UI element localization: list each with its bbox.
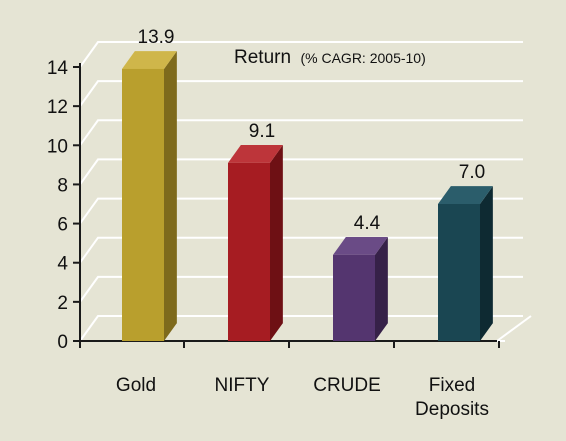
bar-top-face xyxy=(122,51,177,69)
y-tick-label: 8 xyxy=(57,175,68,196)
x-tick-label: Gold xyxy=(116,375,156,396)
x-tick-label: Deposits xyxy=(415,399,489,420)
y-tick-label: 6 xyxy=(57,215,68,236)
y-tick-label: 10 xyxy=(47,136,68,157)
bar xyxy=(228,162,270,341)
gridline xyxy=(79,41,523,68)
bar-side-face xyxy=(480,186,493,341)
bar-top-face xyxy=(438,186,493,204)
bar-side-face xyxy=(164,51,177,341)
floor-side-edge xyxy=(496,315,532,342)
gridline xyxy=(79,80,523,107)
gridline xyxy=(79,119,523,146)
bar-top-face xyxy=(333,237,388,255)
bar xyxy=(438,204,480,341)
y-tick-label: 12 xyxy=(47,97,68,118)
bar xyxy=(333,254,375,341)
bar-top-face xyxy=(228,145,283,163)
x-tick-label: NIFTY xyxy=(215,375,270,396)
y-tick-label: 14 xyxy=(47,58,69,79)
data-label: 9.1 xyxy=(249,121,275,142)
chart-title-subtitle: (% CAGR: 2005-10) xyxy=(300,50,425,66)
bar-side-face xyxy=(375,237,388,341)
y-tick-label: 2 xyxy=(57,293,68,314)
gridline xyxy=(79,197,523,225)
y-tick-label: 0 xyxy=(57,332,68,353)
chart-title: Return (% CAGR: 2005-10) xyxy=(234,47,426,68)
bar xyxy=(122,68,164,341)
data-label: 7.0 xyxy=(459,162,485,183)
bar-side-face xyxy=(270,145,283,341)
gridline xyxy=(79,158,523,186)
data-label: 4.4 xyxy=(354,213,381,234)
x-tick-label: CRUDE xyxy=(313,375,381,396)
data-label: 13.9 xyxy=(138,27,175,48)
chart-title-main: Return xyxy=(234,47,291,68)
x-tick-label: Fixed xyxy=(429,375,475,396)
y-tick-label: 4 xyxy=(57,254,68,275)
